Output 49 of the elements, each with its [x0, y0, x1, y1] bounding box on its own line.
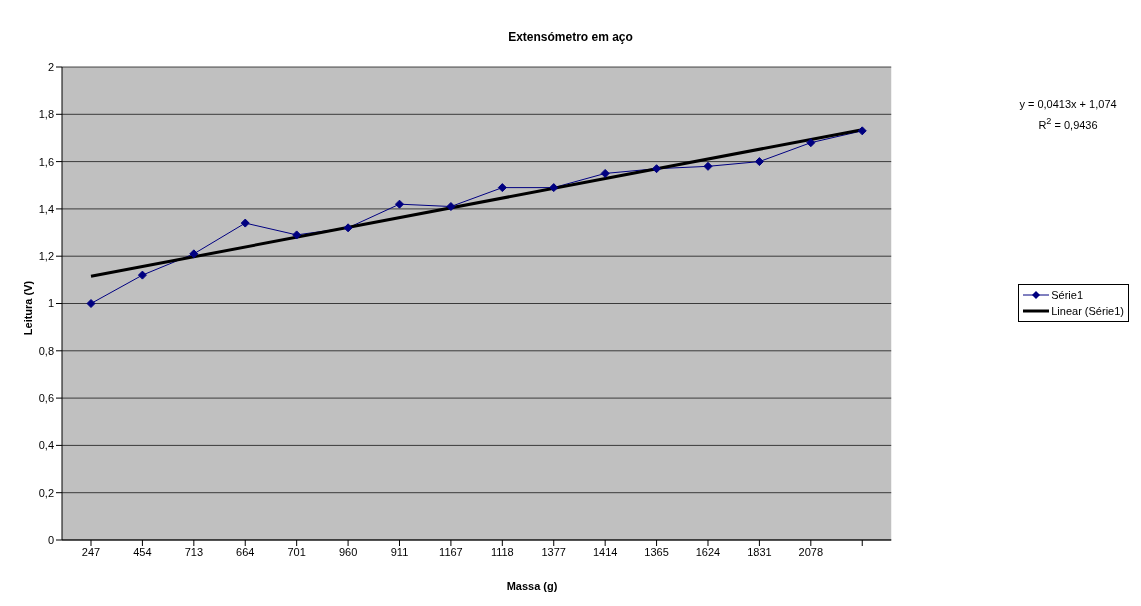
y-tick-label: 0,8 [38, 344, 54, 357]
point [137, 270, 147, 280]
x-tick-label: 1831 [747, 545, 772, 558]
point [394, 199, 404, 209]
x-tick-label: 454 [133, 545, 152, 558]
point [549, 183, 559, 193]
x-tick-label: 1624 [695, 545, 721, 558]
y-axis-title: Leitura (V) [22, 280, 34, 336]
point [806, 138, 816, 148]
point [652, 164, 662, 174]
point [292, 230, 302, 240]
y-tick-label: 2 [47, 60, 54, 73]
text: y = 0,0413x + 1,074 [1019, 98, 1117, 110]
point [189, 249, 199, 259]
point [703, 161, 713, 171]
x-tick-label: 1377 [541, 545, 566, 558]
x-tick-label: 701 [287, 545, 306, 558]
y-tick-label: 1,2 [38, 250, 54, 263]
y-tick-label: 0,6 [38, 392, 54, 405]
x-tick-label: 664 [236, 545, 255, 558]
legend-label: Série1 [1051, 288, 1084, 303]
point [240, 218, 250, 228]
legend-label: Linear (Série1) [1051, 304, 1124, 319]
y-tick-label: 1,6 [38, 155, 54, 168]
x-tick-label: 247 [81, 545, 101, 558]
point [754, 157, 764, 167]
x-tick-label: 1118 [490, 545, 514, 558]
x-tick-label: 911 [390, 545, 409, 558]
chart-title: Extensómetro em aço [507, 30, 634, 44]
x-tick-label: 960 [338, 545, 358, 558]
x-tick-label: 713 [184, 545, 204, 558]
point [343, 223, 353, 233]
y-tick-label: 1 [47, 297, 54, 310]
point [86, 299, 96, 308]
point [600, 168, 610, 178]
y-tick-label: 1,4 [38, 202, 54, 215]
x-tick-label: 1167 [439, 545, 463, 558]
x-tick-label: 1365 [644, 545, 669, 558]
x-tick-label: 2078 [798, 545, 824, 558]
point [446, 202, 456, 212]
y-tick-label: 1,8 [38, 108, 54, 121]
y-tick-label: 0 [47, 533, 54, 546]
x-tick-label: 1414 [592, 545, 618, 558]
point [497, 183, 507, 193]
y-tick-label: 0,2 [38, 486, 54, 499]
point [857, 126, 867, 136]
text: R$^{2}$ = 0,9436 [1038, 116, 1098, 131]
y-tick-label: 0,4 [38, 439, 54, 452]
x-axis-title: Massa (g) [505, 580, 559, 592]
